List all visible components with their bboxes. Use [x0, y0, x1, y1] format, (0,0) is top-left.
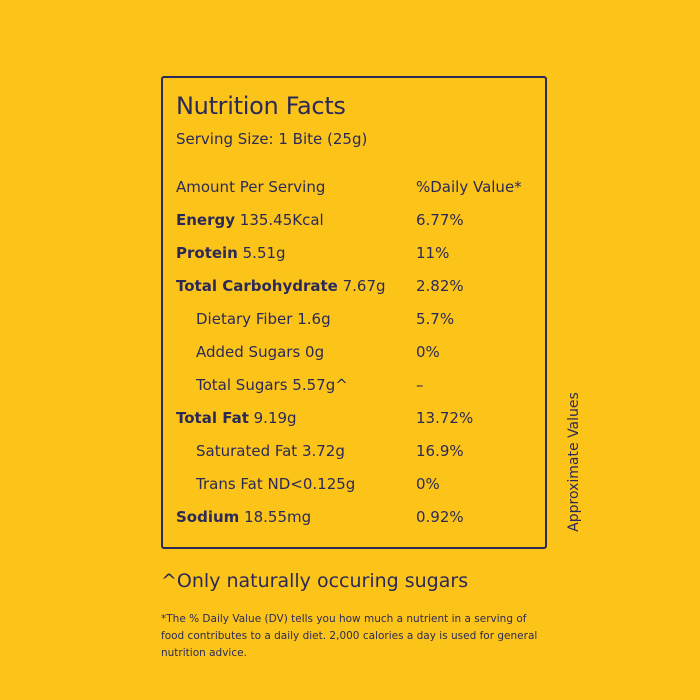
- daily-value-label: %Daily Value*: [416, 178, 522, 196]
- nutrient-dv: 0.92%: [416, 508, 464, 526]
- nutrient-name: Total Carbohydrate: [176, 277, 338, 295]
- nutrition-facts-panel: Nutrition Facts Serving Size: 1 Bite (25…: [161, 76, 547, 549]
- nutrient-name: Total Fat: [176, 409, 249, 427]
- daily-value-footnote: *The % Daily Value (DV) tells you how mu…: [161, 613, 538, 659]
- serving-size: Serving Size: 1 Bite (25g): [176, 130, 368, 148]
- nutrient-dv: 6.77%: [416, 211, 464, 229]
- column-header-row: Amount Per Serving %Daily Value*: [163, 178, 545, 202]
- nutrient-amount: 9.19g: [248, 409, 297, 427]
- nutrient-row-energy: Energy 135.45Kcal 6.77%: [163, 211, 545, 235]
- nutrient-row-dietary-fiber: Dietary Fiber 1.6g 5.7%: [163, 310, 545, 334]
- nutrient-row-added-sugars: Added Sugars 0g 0%: [163, 343, 545, 367]
- nutrient-amount: Dietary Fiber 1.6g: [196, 310, 331, 328]
- nutrient-row-saturated-fat: Saturated Fat 3.72g 16.9%: [163, 442, 545, 466]
- nutrient-amount: 135.45Kcal: [235, 211, 324, 229]
- nutrient-name: Sodium: [176, 508, 240, 526]
- nutrient-amount: Saturated Fat 3.72g: [196, 442, 345, 460]
- nutrient-dv: 5.7%: [416, 310, 455, 328]
- nutrient-dv: 11%: [416, 244, 450, 262]
- nutrient-amount: Added Sugars 0g: [196, 343, 325, 361]
- nutrient-row-protein: Protein 5.51g 11%: [163, 244, 545, 268]
- nutrient-amount: 18.55mg: [239, 508, 312, 526]
- nutrient-row-total-sugars: Total Sugars 5.57g^ –: [163, 376, 545, 400]
- amount-per-serving-label: Amount Per Serving: [176, 178, 326, 196]
- nutrient-dv: 13.72%: [416, 409, 474, 427]
- nutrient-dv: 0%: [416, 475, 440, 493]
- nutrient-row-total-carbohydrate: Total Carbohydrate 7.67g 2.82%: [163, 277, 545, 301]
- nutrient-row-total-fat: Total Fat 9.19g 13.72%: [163, 409, 545, 433]
- approximate-values-label: Approximate Values: [566, 392, 582, 532]
- sugars-footnote: ^Only naturally occuring sugars: [161, 570, 469, 592]
- nutrient-amount: Trans Fat ND<0.125g: [196, 475, 356, 493]
- nutrient-name: Energy: [176, 211, 236, 229]
- nutrient-dv: –: [416, 376, 424, 394]
- nutrient-amount: 7.67g: [337, 277, 386, 295]
- nutrient-row-trans-fat: Trans Fat ND<0.125g 0%: [163, 475, 545, 499]
- nutrient-row-sodium: Sodium 18.55mg 0.92%: [163, 508, 545, 532]
- nutrient-dv: 2.82%: [416, 277, 464, 295]
- nutrient-amount: Total Sugars 5.57g^: [196, 376, 348, 394]
- nutrient-dv: 16.9%: [416, 442, 464, 460]
- nutrient-amount: 5.51g: [237, 244, 286, 262]
- nutrient-name: Protein: [176, 244, 238, 262]
- nutrient-dv: 0%: [416, 343, 440, 361]
- nutrition-facts-title: Nutrition Facts: [176, 92, 346, 120]
